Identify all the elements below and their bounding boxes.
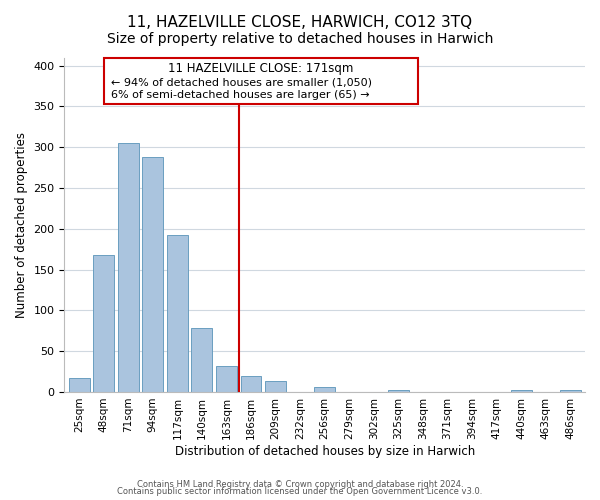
- Bar: [388, 390, 409, 392]
- FancyBboxPatch shape: [104, 58, 418, 104]
- Bar: [560, 390, 581, 392]
- Bar: [69, 378, 89, 392]
- Text: Contains public sector information licensed under the Open Government Licence v3: Contains public sector information licen…: [118, 487, 482, 496]
- Text: ← 94% of detached houses are smaller (1,050): ← 94% of detached houses are smaller (1,…: [111, 77, 372, 87]
- Bar: [265, 382, 286, 392]
- Bar: [241, 376, 262, 392]
- Text: Contains HM Land Registry data © Crown copyright and database right 2024.: Contains HM Land Registry data © Crown c…: [137, 480, 463, 489]
- Bar: [167, 234, 188, 392]
- Y-axis label: Number of detached properties: Number of detached properties: [15, 132, 28, 318]
- Text: Size of property relative to detached houses in Harwich: Size of property relative to detached ho…: [107, 32, 493, 46]
- Bar: [314, 387, 335, 392]
- Bar: [142, 157, 163, 392]
- Bar: [93, 255, 114, 392]
- Bar: [191, 328, 212, 392]
- Bar: [118, 143, 139, 392]
- X-axis label: Distribution of detached houses by size in Harwich: Distribution of detached houses by size …: [175, 444, 475, 458]
- Text: 11, HAZELVILLE CLOSE, HARWICH, CO12 3TQ: 11, HAZELVILLE CLOSE, HARWICH, CO12 3TQ: [127, 15, 473, 30]
- Text: 6% of semi-detached houses are larger (65) →: 6% of semi-detached houses are larger (6…: [111, 90, 370, 100]
- Bar: [216, 366, 237, 392]
- Bar: [511, 390, 532, 392]
- Text: 11 HAZELVILLE CLOSE: 171sqm: 11 HAZELVILLE CLOSE: 171sqm: [168, 62, 353, 76]
